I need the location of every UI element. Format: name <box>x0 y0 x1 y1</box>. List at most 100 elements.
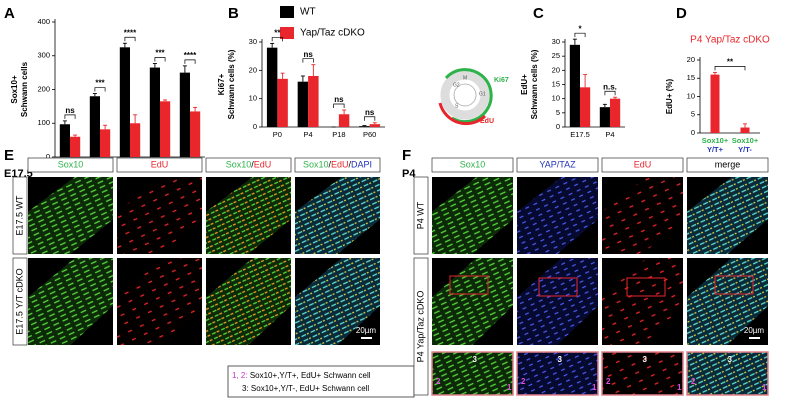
x-tick-label: P0 <box>273 130 282 139</box>
header-segment: / <box>328 160 331 170</box>
header-segment: EdU <box>254 160 272 170</box>
y-tick-label: 25 <box>552 51 560 60</box>
inset-region <box>449 275 489 295</box>
bar <box>149 67 160 157</box>
column-header: Sox10/EdU <box>226 160 272 170</box>
background <box>70 219 113 254</box>
significance-label: ns <box>334 95 344 104</box>
row-label-box <box>413 176 429 255</box>
y-axis-label: Sox10+ <box>10 75 19 104</box>
significance-label: ns <box>303 50 313 59</box>
bar <box>277 78 288 127</box>
background <box>248 219 291 254</box>
inset-number: 2 <box>436 377 441 386</box>
y-tick-label: 10 <box>552 94 560 103</box>
bar <box>599 107 610 127</box>
bar <box>308 76 319 127</box>
panel-label: F <box>402 147 411 164</box>
panel-label: C <box>533 5 544 22</box>
column-header-box <box>27 157 114 173</box>
row-label-box <box>413 257 429 396</box>
significance-bracket <box>364 116 376 121</box>
background <box>248 305 291 345</box>
y-tick-label: 15 <box>687 73 695 82</box>
column-header: Sox10 <box>58 160 84 170</box>
row-label: E17.5 Y/T cDKO <box>14 268 24 334</box>
error-bar <box>73 134 78 137</box>
background <box>337 219 380 254</box>
phase-label: G2 <box>453 82 460 88</box>
background <box>472 219 513 254</box>
y-tick-label: 400 <box>37 17 50 26</box>
header-segment: merge <box>715 160 741 170</box>
inset-key: 1, 2: Sox10+,Y/T+, EdU+ Schwann cell 3: … <box>227 365 415 398</box>
cycle-ring <box>440 70 490 120</box>
panel-label: E <box>4 147 14 164</box>
error-bar <box>613 96 618 99</box>
x-tick-label: Y/T+ <box>707 145 724 154</box>
background <box>117 258 164 298</box>
error-bar <box>62 120 67 125</box>
error-bar <box>743 123 747 128</box>
background <box>206 177 253 212</box>
key-id: 3: <box>242 384 249 393</box>
header-segment: / <box>251 160 254 170</box>
y-tick-label: 0 <box>46 152 50 161</box>
y-tick-label: 0 <box>691 128 695 137</box>
header-segment: / <box>349 160 352 170</box>
background <box>517 258 562 298</box>
y-tick-label: 30 <box>249 37 257 46</box>
chart-title: P4 Yap/Taz cDKO <box>690 35 770 46</box>
significance-bracket <box>714 66 746 71</box>
inset-image <box>686 351 769 396</box>
y-tick-label: 30 <box>552 37 560 46</box>
header-segment: Sox10 <box>460 160 486 170</box>
header-segment: EdU <box>331 160 349 170</box>
header-segment: YAP/TAZ <box>539 160 576 170</box>
column-header-box <box>686 157 769 173</box>
background <box>557 219 598 254</box>
error-bar <box>92 93 97 97</box>
error-bar <box>133 114 138 124</box>
column-header: YAP/TAZ <box>539 160 576 170</box>
y-axis-label: EdU+ <box>520 74 529 95</box>
background <box>687 177 732 212</box>
header-segment: EdU <box>634 160 652 170</box>
background <box>727 219 768 254</box>
background <box>432 258 477 298</box>
y-tick-label: 20 <box>249 65 257 74</box>
background <box>28 177 75 212</box>
row-label: P4 Yap/Taz cDKO <box>415 291 425 363</box>
key-text: Sox10+,Y/T+, EdU+ Schwann cell <box>250 371 371 380</box>
significance-bracket <box>94 87 106 92</box>
y-tick-label: 0 <box>556 122 560 131</box>
bar <box>130 123 141 157</box>
legend-swatch <box>280 27 294 39</box>
error-bar <box>163 99 168 102</box>
x-tick-label: Sox10+ <box>732 136 759 145</box>
inset-number: 1 <box>677 383 682 392</box>
significance-bracket <box>574 32 586 38</box>
significance-bracket <box>604 90 616 96</box>
background <box>159 305 202 345</box>
row-label-box <box>12 257 28 346</box>
key-text: Sox10+,Y/T-, EdU+ Schwann cell <box>251 384 370 393</box>
y-tick-label: 5 <box>691 110 695 119</box>
error-bar <box>300 75 305 82</box>
background <box>727 305 768 345</box>
significance-label: *** <box>95 79 105 88</box>
significance-label: ** <box>727 58 734 67</box>
background <box>557 305 598 345</box>
ki67-arc <box>444 68 493 124</box>
header-segment: DAPI <box>351 160 372 170</box>
y-tick-label: 20 <box>687 55 695 64</box>
background <box>472 305 513 345</box>
y-axis-label: Schwann cells (%) <box>227 49 236 119</box>
error-bar <box>311 64 316 76</box>
error-bar <box>103 124 108 130</box>
inset-number: 1 <box>507 383 512 392</box>
scale-bar-label: 20µm <box>744 326 765 335</box>
y-axis-label: Ki67+ <box>217 73 226 95</box>
y-tick-label: 15 <box>552 79 560 88</box>
significance-bracket <box>271 37 283 42</box>
